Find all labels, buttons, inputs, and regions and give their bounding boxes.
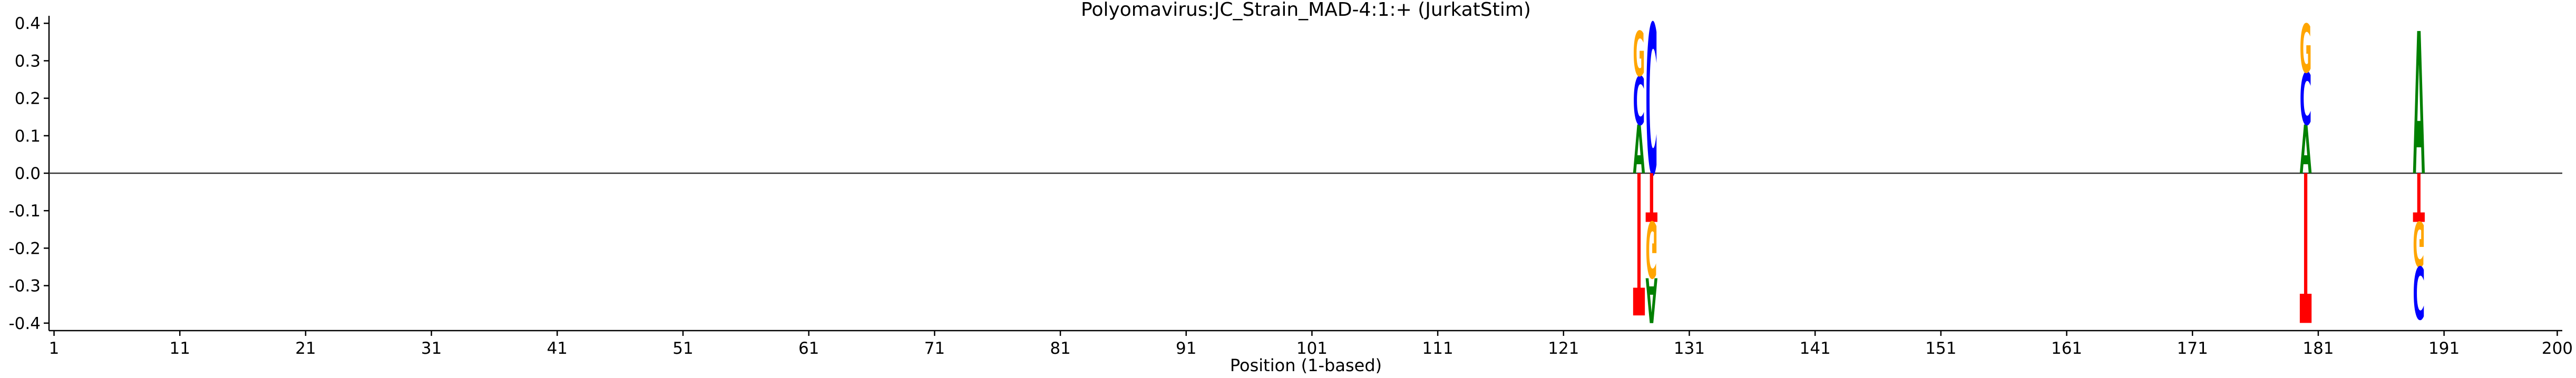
logo-letter: G (1633, 18, 1645, 91)
logo-letter-glyph: T (1633, 126, 1645, 353)
logo-letter-glyph: G (1633, 18, 1645, 91)
y-tick-label: -0.4 (9, 314, 41, 333)
logo-letter-glyph: C (1633, 63, 1645, 141)
x-tick-label: 21 (295, 339, 316, 358)
x-tick-label: 200 (2542, 339, 2573, 358)
logo-letter-glyph: G (2300, 10, 2312, 88)
x-tick-label: 121 (1548, 339, 1579, 358)
y-tick-label: 0.3 (15, 52, 41, 71)
logo-letter: C (1646, 0, 1658, 222)
y-tick-label: -0.2 (9, 239, 41, 258)
logo-letter: T (2300, 124, 2312, 363)
y-tick-label: 0.2 (15, 89, 41, 108)
x-tick-label: 71 (924, 339, 945, 358)
x-tick-label: 111 (1422, 339, 1453, 358)
x-tick-label: 11 (170, 339, 190, 358)
chart-title: Polyomavirus:JC_Strain_MAD-4:1:+ (Jurkat… (1081, 0, 1531, 21)
x-tick-label: 61 (798, 339, 819, 358)
logo-letter: A (1633, 111, 1645, 189)
x-tick-label: 41 (547, 339, 568, 358)
logo-letter-glyph: C (1646, 0, 1658, 222)
logo-letter: A (2300, 111, 2312, 189)
x-tick-label: 101 (1296, 339, 1328, 358)
x-tick-label: 81 (1050, 339, 1070, 358)
logo-letter-glyph: A (1646, 263, 1658, 335)
logo-letter-glyph: T (2413, 157, 2425, 235)
logo-letter: T (1633, 126, 1645, 353)
x-tick-label: 191 (2428, 339, 2460, 358)
logo-letter: T (2413, 157, 2425, 235)
y-tick-label: -0.3 (9, 277, 41, 296)
x-tick-label: 91 (1176, 339, 1196, 358)
logo-letter-glyph: G (2413, 207, 2425, 280)
y-tick-label: -0.1 (9, 202, 41, 221)
logo-letter-glyph: T (1646, 157, 1658, 235)
logo-letter: G (2413, 207, 2425, 280)
logo-letter: C (2300, 58, 2312, 142)
x-tick-label: 31 (421, 339, 442, 358)
x-tick-label: 131 (1674, 339, 1705, 358)
logo-letter-glyph: C (2413, 250, 2425, 333)
logo-letter-glyph: A (2300, 111, 2312, 189)
logo-letter: C (1633, 63, 1645, 141)
x-tick-label: 151 (1925, 339, 1956, 358)
logo-letter-glyph: T (2300, 124, 2312, 363)
x-tick-label: 1 (49, 339, 60, 358)
logo-letter: G (2300, 10, 2312, 88)
logo-letter-glyph: A (1633, 111, 1645, 189)
x-tick-label: 181 (2302, 339, 2334, 358)
y-tick-label: 0.1 (15, 127, 41, 146)
logo-letter-glyph: C (2300, 58, 2312, 142)
logo-letter: T (1646, 157, 1658, 235)
x-tick-label: 51 (672, 339, 693, 358)
logo-letter: C (2413, 250, 2425, 333)
x-tick-label: 161 (2051, 339, 2082, 358)
logo-letter-glyph: A (2413, 0, 2425, 220)
logo-letter: A (2413, 0, 2425, 220)
y-tick-label: 0.4 (15, 14, 41, 33)
logo-letter: A (1646, 263, 1658, 335)
x-axis-label: Position (1-based) (1230, 355, 1382, 375)
y-tick-label: 0.0 (15, 164, 41, 183)
logo-letter: G (1646, 204, 1658, 293)
x-tick-label: 141 (1800, 339, 1831, 358)
x-tick-label: 171 (2177, 339, 2208, 358)
logo-letter-glyph: G (1646, 204, 1658, 293)
